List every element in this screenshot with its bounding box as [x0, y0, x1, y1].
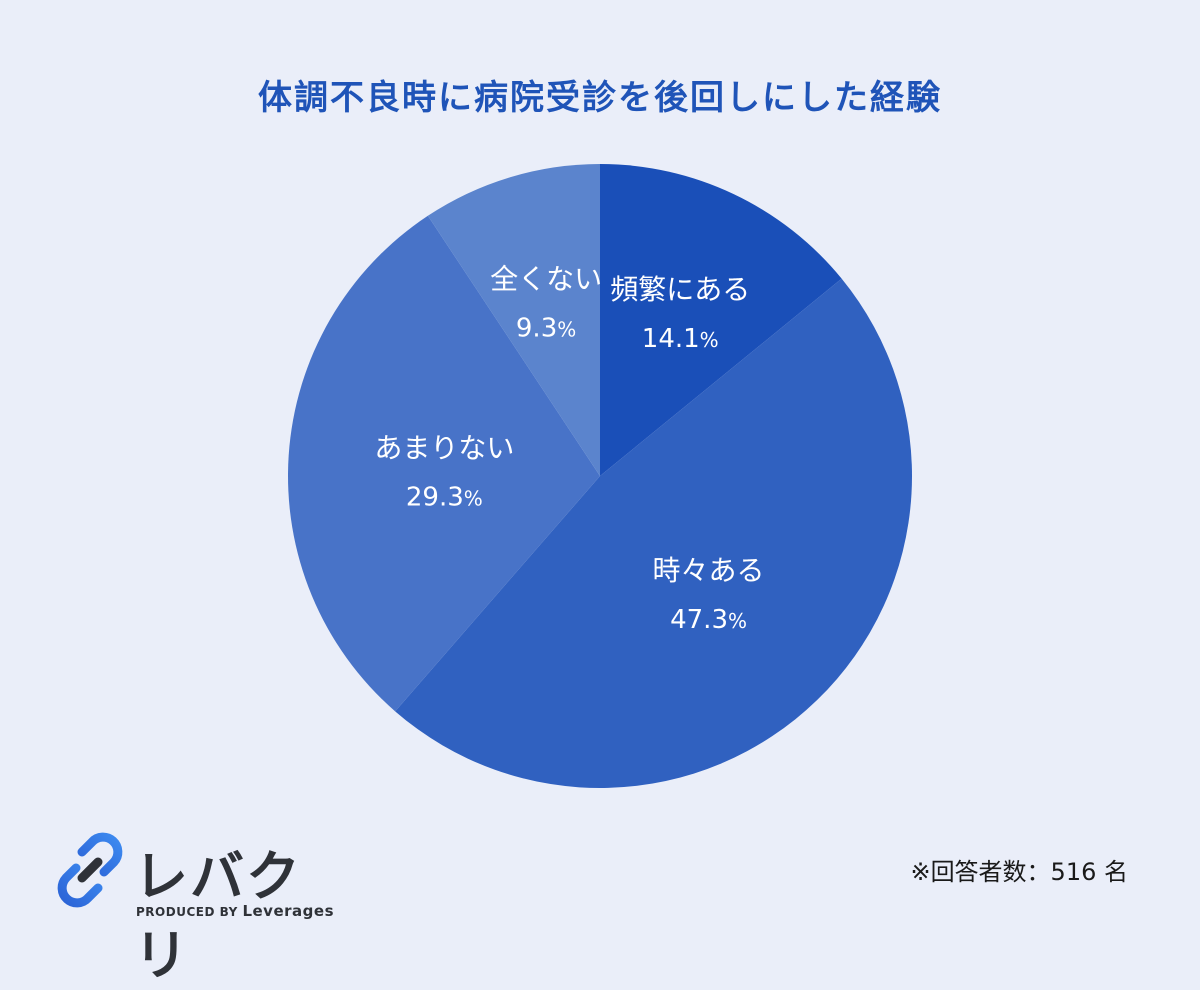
- slice-value-3: 9.3%: [516, 314, 576, 344]
- produced-by-text: PRODUCED BY: [136, 905, 238, 919]
- brand-name: Leverages: [242, 902, 334, 920]
- slice-label-2: あまりない: [374, 432, 514, 465]
- respondents-note: ※回答者数：516 名: [910, 858, 1128, 886]
- slice-value-2: 29.3%: [406, 483, 483, 513]
- pie-slice-0: [600, 164, 842, 476]
- slice-value-1: 47.3%: [670, 605, 747, 635]
- logo-name: レバクリ: [134, 845, 302, 987]
- slice-label-3: 全くない: [490, 263, 602, 296]
- slice-value-0: 14.1%: [642, 324, 719, 354]
- pie-slice-1: [395, 278, 913, 789]
- chart-title: 体調不良時に病院受診を後回しにした経験: [258, 78, 942, 118]
- slice-label-1: 時々ある: [653, 554, 765, 587]
- logo-tagline: PRODUCED BY Leverages: [136, 902, 334, 920]
- slice-label-0: 頻繁にある: [610, 273, 750, 306]
- logo: レバクリ PRODUCED BY Leverages: [52, 826, 342, 987]
- pie-slice-3: [427, 164, 600, 476]
- pill-link-icon: [57, 832, 123, 908]
- pie-slice-2: [287, 215, 600, 712]
